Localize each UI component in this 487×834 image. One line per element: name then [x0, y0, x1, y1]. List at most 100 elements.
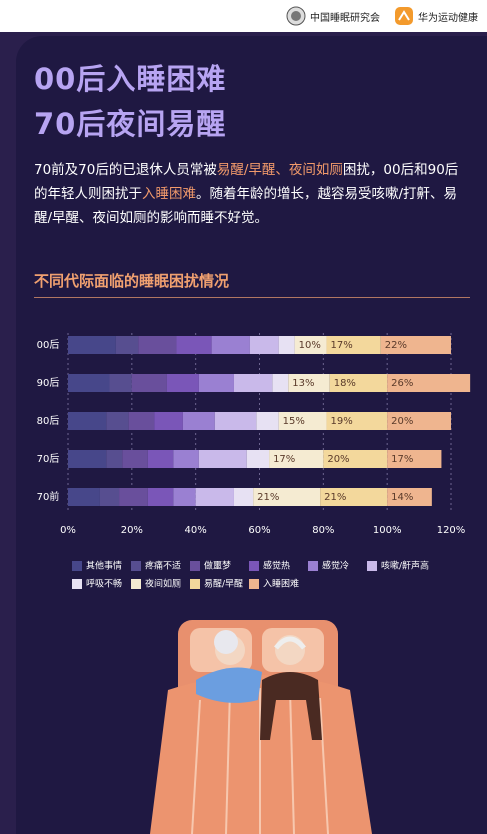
bar-segment	[182, 412, 215, 430]
legend-label: 感觉冷	[322, 560, 349, 572]
bar-segment	[256, 412, 279, 430]
y-tick-label: 80后	[37, 415, 60, 427]
bar-segment	[272, 374, 289, 392]
logo-icon	[286, 6, 306, 26]
legend-swatch	[72, 561, 82, 571]
bar-segment	[278, 336, 295, 354]
title: 70后夜间易醒	[34, 107, 227, 141]
legend-label: 呼吸不畅	[86, 578, 122, 590]
bar-segment	[68, 412, 107, 430]
bar-segment	[387, 488, 432, 506]
legend-swatch	[72, 579, 82, 589]
bar-segment	[233, 488, 254, 506]
data-label: 22%	[385, 340, 407, 351]
text: 困扰，00后和90后的年轻人则困扰于	[34, 162, 459, 202]
y-tick-label: 70前	[37, 490, 60, 503]
legend-swatch	[367, 561, 377, 571]
bar-segment	[166, 374, 199, 392]
highlight-text: 入睡困难	[142, 186, 196, 202]
legend-swatch	[190, 561, 200, 571]
bar-segment	[99, 488, 120, 506]
data-label: 17%	[391, 454, 413, 465]
data-label: 21%	[257, 492, 279, 503]
bar-segment	[106, 412, 129, 430]
bar-segment	[323, 450, 388, 468]
legend-label: 咳嗽/鼾声高	[381, 560, 429, 572]
bar-segment	[119, 488, 148, 506]
bar-segment	[326, 412, 388, 430]
legend-swatch	[131, 561, 141, 571]
data-label: 14%	[391, 492, 413, 503]
x-tick-label: 20%	[121, 525, 143, 536]
data-label: 19%	[331, 416, 353, 427]
bar-segment	[233, 374, 273, 392]
text: 。随着年龄的增长，越容易受咳嗽/打鼾、易醒/早醒、夜间如厕的影响而睡不好觉。	[34, 186, 458, 226]
bar-segment	[68, 488, 100, 506]
x-tick-label: 0%	[60, 525, 76, 536]
bar-segment	[138, 336, 177, 354]
highlight-text: 易醒/早醒、夜间如厕	[216, 162, 343, 178]
chart-title: 不同代际面临的睡眠困扰情况	[34, 272, 230, 290]
bar-segment	[173, 488, 196, 506]
data-label: 21%	[324, 492, 346, 503]
bar-segment	[329, 374, 388, 392]
bar-segment	[198, 450, 247, 468]
y-tick-label: 70后	[37, 453, 60, 465]
x-tick-label: 40%	[185, 525, 207, 536]
y-tick-label: 00后	[37, 339, 60, 351]
legend-label: 入睡困难	[263, 578, 299, 590]
logo-icon	[395, 7, 413, 25]
title: 00后入睡困难	[34, 62, 227, 96]
legend-label: 做噩梦	[204, 560, 231, 572]
legend-label: 其他事情	[86, 560, 122, 572]
bar-segment	[214, 412, 257, 430]
bar-segment	[249, 336, 279, 354]
bar-segment	[387, 412, 451, 430]
data-label: 20%	[391, 416, 413, 427]
data-label: 17%	[273, 454, 295, 465]
legend-label: 夜间如厕	[145, 578, 181, 590]
divider	[34, 297, 470, 298]
legend-label: 疼痛不适	[145, 560, 181, 572]
bar-segment	[198, 374, 234, 392]
bar-segment	[106, 450, 123, 468]
legend-swatch	[190, 579, 200, 589]
bar-segment	[68, 336, 116, 354]
bar-segment	[294, 336, 327, 354]
bar-segment	[154, 412, 183, 430]
text: 70前及70后的已退休人员常被	[34, 162, 217, 178]
bar-segment	[68, 450, 107, 468]
data-label: 17%	[331, 340, 353, 351]
bar-segment	[278, 412, 327, 430]
bar-segment	[387, 450, 442, 468]
bar-segment	[147, 450, 174, 468]
bar-segment	[326, 336, 381, 354]
legend-label: 感觉热	[263, 560, 290, 572]
x-tick-label: 60%	[248, 525, 270, 536]
bar-segment	[195, 488, 234, 506]
legend-swatch	[249, 579, 259, 589]
legend-swatch	[308, 561, 318, 571]
paragraph: 70前及70后的已退休人员常被易醒/早醒、夜间如厕困扰，00后和90后的年轻人则…	[34, 158, 464, 230]
x-tick-label: 120%	[437, 525, 466, 536]
x-tick-label: 80%	[312, 525, 334, 536]
data-label: 20%	[327, 454, 349, 465]
bar-segment	[288, 374, 330, 392]
data-label: 13%	[292, 378, 314, 389]
y-tick-label: 90后	[37, 377, 60, 389]
data-label: 10%	[299, 340, 321, 351]
brand-text: 华为运动健康	[418, 13, 478, 24]
data-label: 26%	[391, 378, 413, 389]
bar-segment	[115, 336, 139, 354]
illustration	[150, 620, 372, 834]
legend-swatch	[131, 579, 141, 589]
bar-segment	[68, 374, 110, 392]
bar-segment	[380, 336, 451, 354]
data-label: 15%	[283, 416, 305, 427]
brand-text: 中国睡眠研究会	[310, 13, 380, 24]
bar-segment	[131, 374, 167, 392]
bar-segment	[269, 450, 324, 468]
bar-segment	[246, 450, 270, 468]
x-tick-label: 100%	[373, 525, 402, 536]
